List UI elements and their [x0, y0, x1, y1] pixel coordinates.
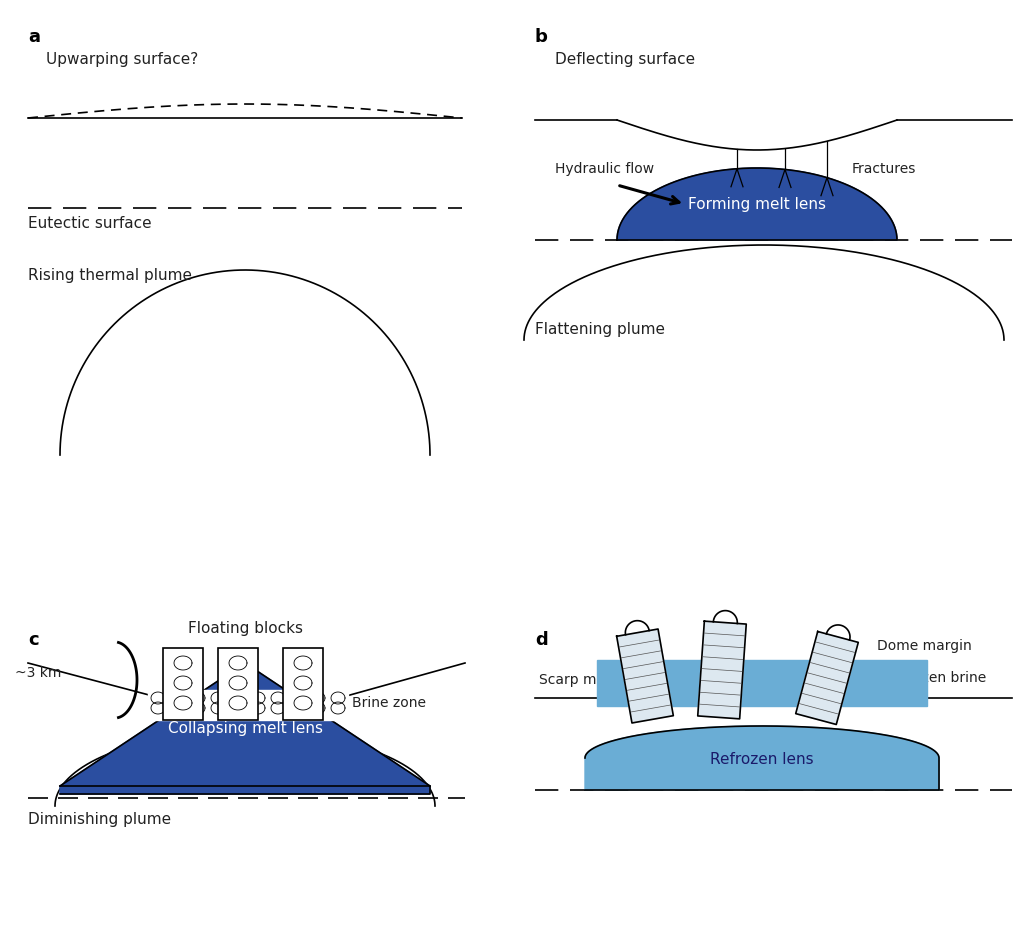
Polygon shape: [796, 632, 858, 724]
Polygon shape: [148, 690, 348, 720]
Text: Refrozen brine: Refrozen brine: [885, 671, 986, 685]
Text: Floating blocks: Floating blocks: [187, 621, 303, 636]
Text: Refrozen lens: Refrozen lens: [710, 753, 814, 768]
Bar: [283, 648, 323, 720]
Text: Brine zone: Brine zone: [352, 696, 426, 710]
Polygon shape: [616, 629, 673, 723]
Bar: [163, 648, 203, 720]
Text: Diminishing plume: Diminishing plume: [28, 812, 171, 827]
Text: Upwarping surface?: Upwarping surface?: [45, 52, 199, 67]
Polygon shape: [597, 660, 927, 706]
Text: Rising thermal plume: Rising thermal plume: [28, 268, 192, 283]
Text: Fractures: Fractures: [852, 162, 916, 176]
Text: d: d: [535, 631, 548, 649]
Polygon shape: [617, 168, 898, 240]
Text: Forming melt lens: Forming melt lens: [688, 196, 826, 211]
Text: a: a: [28, 28, 40, 46]
Polygon shape: [585, 726, 939, 790]
Text: Flattening plume: Flattening plume: [535, 322, 665, 337]
Text: Eutectic surface: Eutectic surface: [28, 216, 152, 231]
Text: Scarp margin: Scarp margin: [539, 673, 632, 687]
Text: ~3 km: ~3 km: [16, 666, 61, 680]
Polygon shape: [698, 621, 747, 719]
Text: Deflecting surface: Deflecting surface: [555, 52, 695, 67]
Bar: [218, 648, 258, 720]
Text: c: c: [28, 631, 38, 649]
Polygon shape: [60, 663, 430, 794]
Text: Hydraulic flow: Hydraulic flow: [555, 162, 655, 176]
Text: b: b: [535, 28, 548, 46]
Text: Collapsing melt lens: Collapsing melt lens: [168, 720, 323, 735]
Text: Dome margin: Dome margin: [877, 639, 972, 653]
